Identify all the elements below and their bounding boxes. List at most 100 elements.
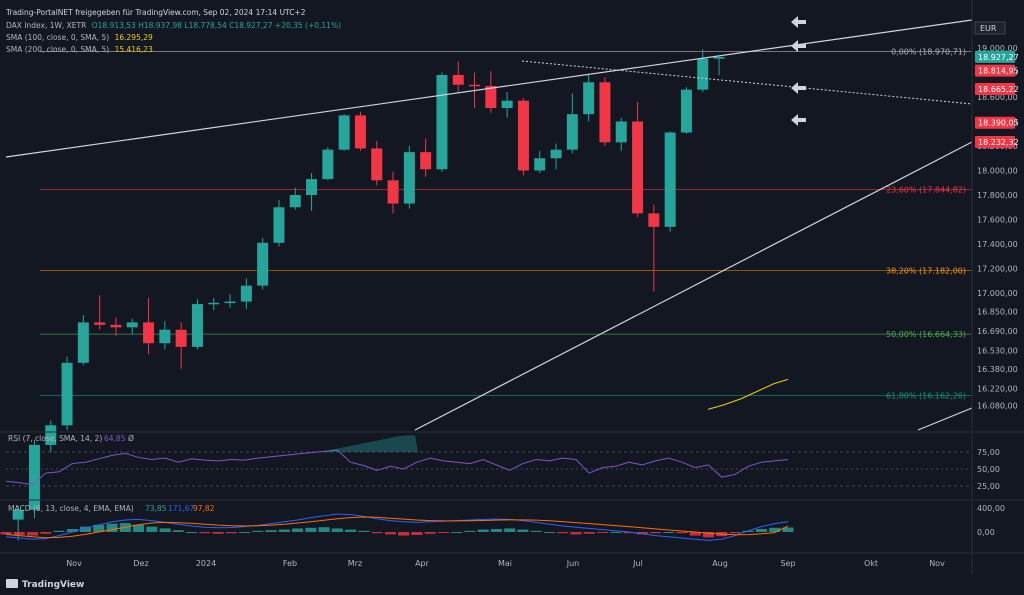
candle-body-43 — [713, 56, 725, 59]
macd-v2: 171,67 — [168, 504, 194, 513]
macd-hist-23 — [305, 527, 317, 532]
price-label-2: 18.665,22 — [978, 85, 1019, 94]
arrow-1 — [791, 40, 806, 52]
y-tick-7: 17.600,00 — [977, 216, 1018, 225]
currency-label: EUR — [980, 24, 997, 33]
macd-hist-42 — [557, 532, 569, 534]
dotted-trendline — [521, 60, 973, 105]
macd-hist-17 — [225, 532, 237, 534]
macd-hist-49 — [649, 532, 661, 534]
x-label-9: Aug — [712, 559, 728, 568]
macd-v1: 73,85 — [145, 504, 167, 513]
candle-body-10 — [175, 329, 187, 347]
candle-body-16 — [273, 207, 285, 243]
macd-hist-40 — [530, 530, 542, 532]
price-label-3: 18.390,05 — [978, 119, 1019, 128]
macd-hist-41 — [543, 532, 555, 533]
x-label-11: Okt — [864, 559, 878, 568]
macd-hist-0 — [0, 532, 12, 535]
y-tick-5: 18.000,00 — [977, 167, 1018, 176]
candle-body-9 — [159, 329, 171, 344]
price-label-box-3 — [975, 116, 1015, 129]
candle-body-30 — [501, 100, 513, 109]
y-tick-14: 16.380,00 — [977, 365, 1018, 374]
fib-label-1: 23,60% (17.844,82) — [886, 186, 966, 195]
macd-hist-46 — [610, 532, 622, 533]
macd-hist-45 — [596, 532, 608, 533]
arrow-2 — [791, 82, 806, 94]
macd-hist-1 — [13, 532, 25, 535]
macd-hist-34 — [451, 532, 463, 533]
macd-hist-58 — [769, 527, 781, 532]
price-label-4: 18.232,32 — [978, 138, 1019, 147]
candle-body-5 — [94, 322, 106, 325]
candle-body-40 — [664, 132, 676, 227]
y-tick-6: 17.800,00 — [977, 191, 1018, 200]
candle-body-0 — [12, 509, 24, 520]
candle-body-29 — [485, 85, 497, 109]
x-label-5: Apr — [415, 559, 430, 568]
candle-body-34 — [566, 114, 578, 150]
symbol-label: DAX Index, 1W, XETR — [6, 21, 87, 30]
macd-hist-28 — [371, 532, 383, 534]
candle-body-27 — [452, 74, 464, 85]
macd-hist-29 — [384, 532, 396, 535]
candle-body-17 — [289, 195, 301, 208]
candle-body-3 — [61, 362, 73, 426]
candle-body-36 — [599, 82, 611, 143]
macd-hist-50 — [663, 532, 675, 533]
rsi-overbought-fill — [320, 435, 418, 452]
x-label-4: Mrz — [348, 559, 362, 568]
macd-hist-59 — [782, 527, 794, 532]
macd-tick-0: 400,00 — [977, 504, 1005, 513]
sma100-value: 16.295,29 — [114, 33, 153, 42]
arrow-3 — [791, 114, 806, 126]
macd-hist-16 — [212, 532, 224, 534]
macd-hist-6 — [80, 526, 92, 532]
candle-body-6 — [110, 324, 122, 328]
macd-hist-33 — [437, 532, 449, 533]
x-label-6: Mai — [498, 559, 512, 568]
macd-hist-30 — [398, 532, 410, 536]
candle-body-25 — [420, 152, 432, 170]
macd-hist-20 — [265, 530, 277, 532]
candle-body-39 — [648, 213, 660, 227]
sma100-label: SMA (100, close, 0, SMA, 5) — [6, 33, 110, 42]
macd-hist-11 — [146, 526, 158, 532]
sma200-label: SMA (200, close, 0, SMA, 5) — [6, 45, 110, 54]
macd-hist-13 — [172, 530, 184, 532]
macd-hist-19 — [252, 530, 264, 532]
macd-hist-5 — [66, 529, 78, 532]
rsi-label: RSI (7, close, SMA, 14, 2) — [8, 434, 102, 443]
macd-hist-21 — [278, 529, 290, 532]
x-label-3: Feb — [283, 559, 297, 568]
rsi-extra: Ø — [128, 434, 134, 443]
y-tick-0: 19.000,00 — [977, 44, 1018, 53]
x-label-7: Jun — [566, 559, 580, 568]
macd-hist-3 — [40, 532, 52, 534]
macd-v3: 97,82 — [193, 504, 215, 513]
macd-hist-38 — [504, 528, 516, 532]
macd-hist-12 — [159, 528, 171, 532]
y-tick-13: 16.530,00 — [977, 347, 1018, 356]
rsi-tick-2: 25,00 — [977, 482, 1000, 491]
arrow-0 — [791, 16, 806, 28]
macd-hist-2 — [27, 532, 39, 536]
macd-hist-7 — [93, 524, 105, 532]
price-label-box-2 — [975, 83, 1015, 96]
candle-body-35 — [583, 82, 595, 115]
x-label-12: Nov — [929, 559, 945, 568]
y-tick-11: 16.850,00 — [977, 307, 1018, 316]
macd-hist-55 — [729, 532, 741, 534]
candle-body-26 — [436, 74, 448, 170]
y-tick-9: 17.200,00 — [977, 265, 1018, 274]
upper-trendline — [5, 19, 973, 158]
macd-hist-26 — [345, 529, 357, 532]
price-label-1: 18.814,95 — [978, 67, 1019, 76]
macd-hist-53 — [702, 532, 714, 538]
candle-body-4 — [77, 322, 89, 363]
macd-hist-22 — [292, 528, 304, 532]
y-tick-12: 16.690,00 — [977, 327, 1018, 336]
publisher-line: Trading-PortalNET freigegeben für Tradin… — [6, 8, 306, 17]
